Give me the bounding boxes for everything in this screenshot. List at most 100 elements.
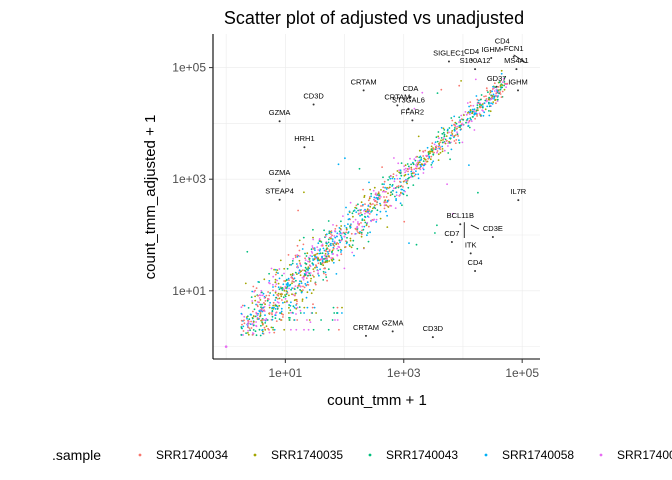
scatter-point — [296, 286, 299, 289]
scatter-point — [483, 95, 485, 98]
scatter-point — [272, 275, 275, 278]
scatter-point — [262, 330, 264, 333]
scatter-point — [430, 164, 433, 166]
scatter-point — [327, 250, 329, 253]
scatter-point — [385, 210, 387, 213]
scatter-point — [319, 248, 322, 251]
scatter-point — [284, 295, 287, 298]
scatter-point — [442, 127, 445, 130]
scatter-point — [271, 315, 274, 318]
legend-key — [138, 453, 142, 457]
scatter-point — [241, 304, 244, 307]
scatter-point — [340, 225, 343, 227]
scatter-point — [299, 285, 302, 288]
scatter-point — [415, 170, 417, 173]
scatter-point — [325, 248, 328, 251]
scatter-point — [297, 285, 299, 287]
scatter-point — [375, 192, 377, 195]
scatter-point — [317, 272, 319, 275]
scatter-point — [406, 182, 408, 185]
scatter-point — [422, 172, 425, 174]
scatter-point — [375, 218, 378, 221]
scatter-point — [432, 160, 435, 163]
gene-label: CD7 — [444, 229, 459, 238]
scatter-point — [333, 235, 336, 237]
scatter-point — [365, 224, 368, 227]
scatter-point — [272, 301, 275, 304]
scatter-point — [500, 96, 503, 98]
scatter-point — [323, 272, 325, 275]
scatter-point — [284, 298, 287, 300]
scatter-point — [360, 212, 362, 214]
legend-label: SRR17400 — [617, 448, 672, 462]
scatter-point — [422, 167, 424, 170]
scatter-point — [407, 165, 410, 168]
scatter-point — [304, 266, 307, 269]
scatter-point — [272, 286, 274, 288]
scatter-point — [375, 221, 378, 223]
scatter-point — [263, 310, 266, 312]
scatter-point — [331, 249, 334, 252]
scatter-point — [493, 82, 496, 85]
scatter-point — [331, 238, 334, 241]
scatter-point — [263, 302, 265, 304]
scatter-point — [318, 252, 321, 255]
scatter-point — [255, 334, 258, 337]
scatter-point — [377, 192, 380, 195]
scatter-point — [383, 183, 385, 186]
scatter-point — [468, 119, 471, 122]
scatter-point — [290, 311, 292, 314]
scatter-point — [261, 309, 264, 312]
scatter-point — [349, 237, 352, 240]
scatter-point — [445, 135, 448, 138]
scatter-point — [275, 296, 278, 299]
scatter-point — [344, 246, 347, 248]
scatter-point — [470, 120, 473, 123]
scatter-point — [410, 169, 413, 171]
scatter-point — [252, 285, 255, 288]
scatter-point — [344, 157, 346, 160]
scatter-point — [272, 283, 274, 286]
scatter-point — [402, 193, 405, 196]
gene-label: MS4A1 — [504, 56, 529, 65]
scatter-point — [308, 272, 311, 275]
scatter-point — [440, 126, 443, 129]
scatter-point — [307, 274, 309, 277]
annotated-point — [474, 68, 477, 71]
scatter-point — [472, 104, 475, 107]
scatter-point — [324, 257, 326, 260]
scatter-point — [262, 292, 265, 295]
scatter-point — [445, 140, 448, 142]
scatter-point — [458, 116, 461, 119]
scatter-point — [288, 287, 290, 290]
scatter-point — [470, 118, 472, 121]
scatter-point — [340, 220, 342, 223]
scatter-point — [340, 253, 343, 256]
scatter-point — [383, 200, 386, 203]
scatter-point — [295, 279, 297, 282]
scatter-point — [432, 153, 435, 156]
scatter-point — [502, 77, 505, 80]
scatter-point — [295, 328, 298, 331]
scatter-point — [442, 139, 444, 141]
scatter-point — [505, 86, 507, 88]
scatter-point — [268, 281, 270, 284]
legend-label: SRR1740058 — [502, 448, 574, 462]
scatter-point — [288, 284, 291, 287]
scatter-point — [296, 266, 299, 269]
scatter-point — [419, 155, 422, 158]
scatter-point — [304, 262, 307, 264]
scatter-point — [385, 196, 388, 198]
scatter-point — [257, 318, 260, 320]
scatter-point — [389, 183, 391, 186]
scatter-point — [485, 95, 487, 97]
scatter-point — [247, 319, 249, 322]
scatter-point — [260, 306, 262, 309]
scatter-point — [245, 316, 248, 318]
scatter-point — [500, 86, 503, 89]
scatter-point — [404, 171, 406, 174]
scatter-point — [399, 180, 401, 183]
scatter-point — [404, 167, 407, 170]
scatter-point — [327, 238, 330, 241]
scatter-point — [324, 267, 326, 270]
